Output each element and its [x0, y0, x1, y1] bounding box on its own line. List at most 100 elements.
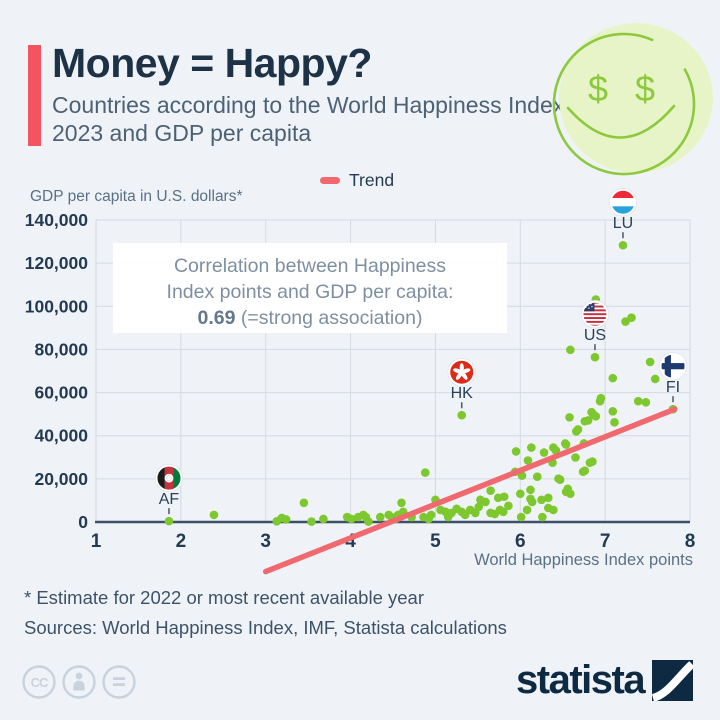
data-point [526, 485, 535, 495]
data-point [580, 466, 590, 475]
data-point [499, 492, 509, 502]
country-code-label: AF [159, 491, 180, 508]
correlation-line-2: Index points and GDP per capita: [166, 280, 454, 303]
footnote-estimate: * Estimate for 2022 or most recent avail… [24, 587, 424, 608]
data-point [590, 352, 600, 362]
y-tick-label: 20,000 [34, 469, 88, 489]
x-tick-label: 8 [685, 531, 696, 552]
data-point [281, 515, 291, 524]
page-title: Money = Happy? [52, 40, 372, 86]
data-point [486, 486, 495, 496]
data-point [645, 357, 655, 367]
data-point [426, 510, 436, 520]
data-point [566, 345, 575, 355]
united-states-flag-icon [580, 299, 610, 329]
data-point [633, 396, 643, 406]
correlation-value: 0.69 [197, 306, 236, 329]
data-point [511, 447, 521, 456]
data-point [209, 510, 219, 520]
data-point [588, 457, 597, 466]
x-tick-label: 2 [176, 531, 187, 552]
trend-legend-label: Trend [349, 170, 395, 190]
data-point [523, 456, 533, 465]
y-axis-title: GDP per capita in U.S. dollars* [30, 188, 243, 205]
page-subtitle: Countries according to the World Happine… [52, 92, 565, 146]
smiley-mouth [566, 104, 676, 139]
data-point [537, 495, 546, 505]
y-tick-label: 100,000 [25, 296, 89, 316]
trend-line [262, 406, 678, 575]
data-point [347, 514, 356, 524]
x-tick-label: 4 [345, 531, 356, 552]
data-point [164, 516, 174, 526]
footnote-sources: Sources: World Happiness Index, IMF, Sta… [24, 617, 507, 639]
data-point [555, 475, 565, 485]
data-point [457, 410, 467, 420]
data-point [364, 517, 373, 526]
data-point [610, 418, 619, 427]
country-code-label: LU [613, 215, 633, 232]
data-point [538, 512, 547, 522]
y-tick-label: 0 [78, 512, 88, 532]
data-point [527, 443, 536, 452]
x-tick-label: 7 [600, 531, 611, 552]
data-point [573, 425, 583, 434]
correlation-suffix: (=strong association) [240, 306, 423, 329]
data-point [650, 374, 660, 384]
data-point [522, 505, 532, 515]
y-tick-label: 60,000 [34, 383, 88, 403]
y-tick-label: 80,000 [34, 339, 88, 359]
data-point [375, 512, 385, 522]
data-point [627, 313, 636, 323]
data-point [596, 393, 606, 403]
attribution-icon [62, 665, 96, 699]
data-point [561, 440, 571, 449]
x-axis-title: World Happiness Index points [474, 551, 693, 569]
x-tick-label: 6 [515, 531, 526, 552]
data-point [504, 501, 513, 511]
country-code-label: US [584, 327, 606, 344]
data-point [591, 412, 601, 421]
data-point [474, 502, 484, 512]
x-tick-label: 3 [260, 531, 271, 552]
data-point [641, 397, 651, 407]
no-derivatives-icon [102, 665, 136, 699]
luxembourg-flag-icon [608, 188, 638, 217]
data-point [543, 493, 553, 503]
data-point [319, 514, 328, 524]
data-point [397, 498, 406, 508]
correlation-line-3: 0.69 (=strong association) [113, 306, 507, 332]
data-point [299, 498, 309, 508]
country-code-label: FI [666, 379, 680, 396]
footnotes: * Estimate for 2022 or most recent avail… [24, 583, 507, 644]
x-tick-label: 5 [430, 531, 441, 552]
data-point [565, 413, 574, 422]
dollar-eye-right-icon: $ [635, 68, 655, 109]
license-icons: CC [22, 665, 136, 699]
data-point [618, 240, 628, 250]
finland-flag-icon [658, 351, 688, 381]
data-point [549, 505, 558, 515]
data-point [583, 416, 593, 425]
data-point [566, 489, 575, 499]
correlation-line-1: Correlation between Happiness [173, 255, 447, 277]
data-point [608, 373, 618, 383]
data-point [527, 497, 537, 507]
svg-text:CC: CC [31, 675, 49, 690]
data-point [499, 507, 508, 517]
accent-bar [28, 45, 41, 146]
data-point [420, 468, 430, 477]
trend-legend-swatch [320, 177, 340, 184]
statista-logo-text: statista [516, 658, 646, 702]
money-smiley-icon: $ $ [552, 23, 713, 176]
data-point [515, 489, 525, 499]
y-tick-label: 120,000 [25, 253, 89, 273]
data-point [608, 407, 618, 416]
y-tick-label: 40,000 [34, 426, 88, 446]
data-point [539, 448, 549, 457]
x-tick-label: 1 [91, 531, 102, 552]
data-point [532, 472, 542, 482]
country-code-label: HK [451, 385, 474, 402]
